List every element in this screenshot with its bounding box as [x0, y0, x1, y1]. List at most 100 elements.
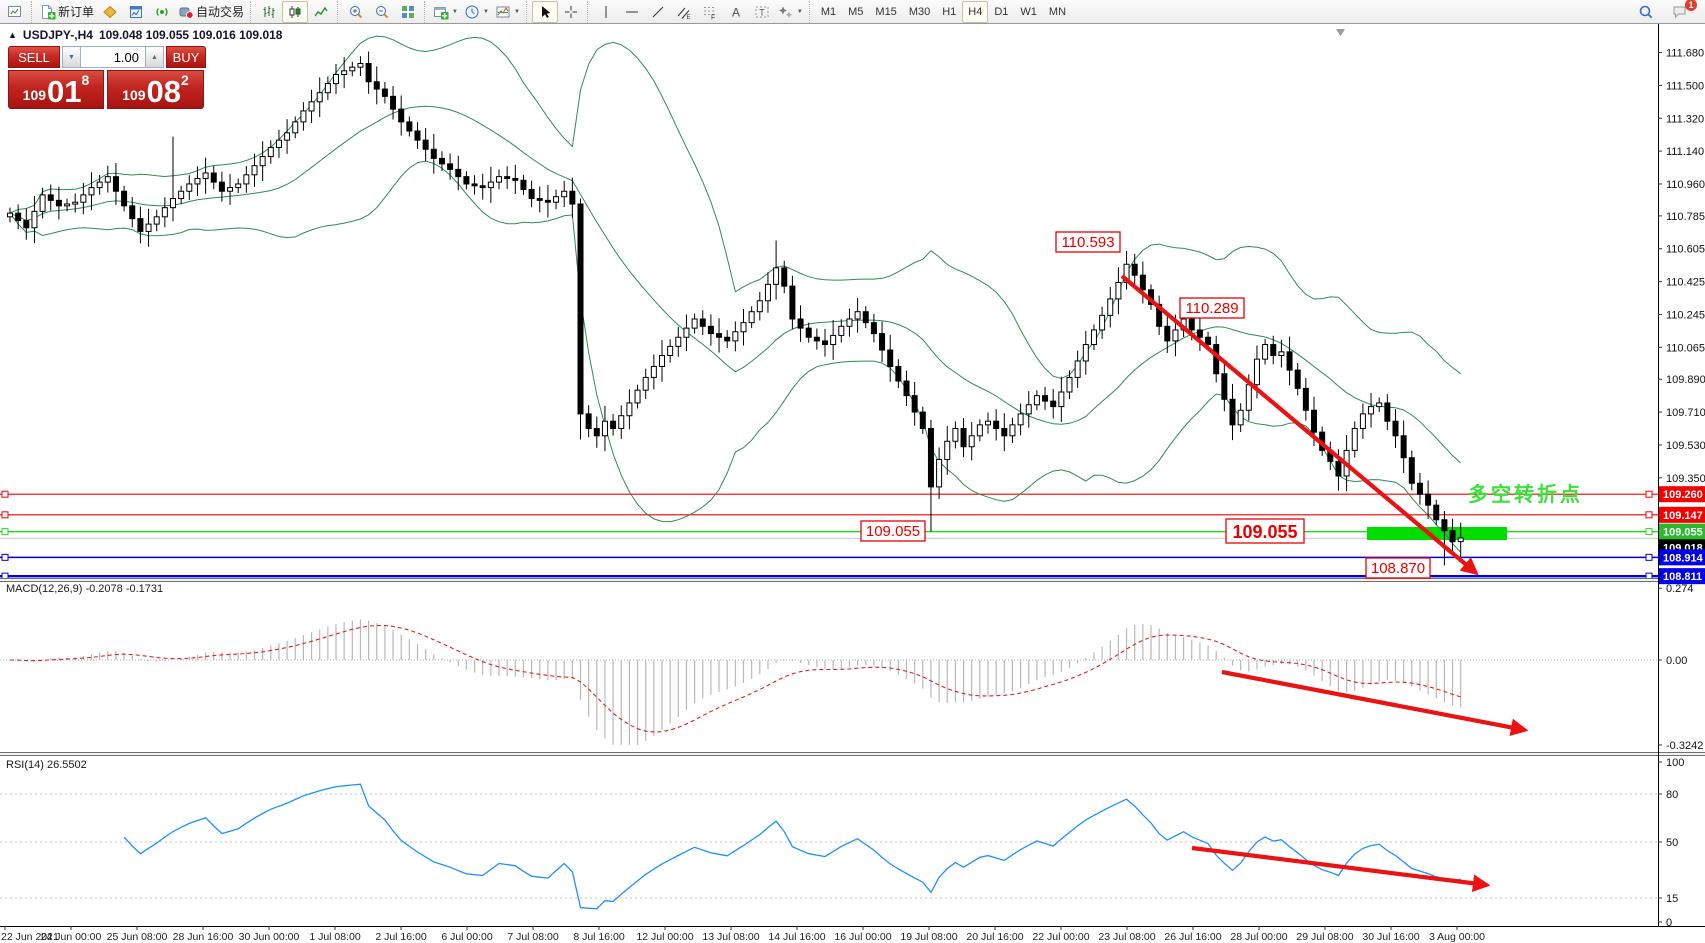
button-label: M1 — [820, 5, 837, 18]
svg-text:16 Jul 00:00: 16 Jul 00:00 — [834, 931, 891, 943]
svg-text:110.605: 110.605 — [1666, 244, 1705, 256]
volume-down-button[interactable]: ▼ — [62, 46, 81, 68]
new-chart-dropdown[interactable]: ▼ — [430, 1, 461, 23]
panel-separator[interactable] — [0, 752, 1705, 756]
text-icon: A — [728, 4, 744, 20]
text-button[interactable]: A — [723, 1, 749, 23]
search-button[interactable] — [1633, 1, 1659, 23]
tf-h4[interactable]: H4 — [962, 0, 989, 23]
price-tag-109.055[interactable]: 109.055 — [1225, 518, 1305, 544]
zoom-out-button[interactable] — [369, 1, 395, 23]
horizontal-line-icon — [624, 4, 640, 20]
new-order-button[interactable]: 新订单 — [37, 1, 97, 23]
cursor-button[interactable] — [531, 0, 558, 23]
line-anchor[interactable] — [1, 528, 9, 536]
profiles-button[interactable] — [97, 1, 123, 23]
volume-input[interactable] — [81, 46, 145, 68]
line-anchor[interactable] — [1645, 511, 1653, 519]
svg-text:22 Jun 2021: 22 Jun 2021 — [1, 931, 59, 943]
chart-shift-marker[interactable] — [1336, 29, 1345, 36]
button-label: H1 — [942, 5, 957, 18]
zoom-in-button[interactable] — [343, 1, 369, 23]
trend-arrow-1[interactable] — [1120, 274, 1479, 576]
main-toolbar: 新订单 自动交易 ▼ ▼ ▼ E F A T ▼ M1 M5 M15 M30 H1 H4 D1 W1 MN 1 — [0, 0, 1705, 24]
line-anchor[interactable] — [1, 511, 9, 519]
trendline-button[interactable] — [645, 1, 671, 23]
panel-separator[interactable] — [0, 578, 1705, 582]
chart-canvas[interactable]: 111.680 111.500 111.320 111.140 110.960 110.7… — [0, 24, 1705, 943]
tf-m15[interactable]: M15 — [869, 1, 902, 23]
tf-w1[interactable]: W1 — [1014, 1, 1043, 23]
line-anchor[interactable] — [1645, 528, 1653, 536]
candles-button[interactable] — [282, 0, 309, 23]
volume-up-button[interactable]: ▲ — [145, 46, 164, 68]
buy-price[interactable]: 109 08 2 — [107, 70, 204, 109]
line-anchor[interactable] — [1645, 553, 1653, 561]
one-click-trading-panel: SELL ▼ ▲ BUY 109 01 8 109 — [8, 46, 206, 109]
svg-text:24 Jun 00:00: 24 Jun 00:00 — [41, 931, 102, 943]
autotrading-button[interactable]: 自动交易 — [175, 1, 247, 23]
price-tag-110.593[interactable]: 110.593 — [1055, 231, 1121, 253]
tf-h1[interactable]: H1 — [936, 1, 962, 23]
price-tag-110.289[interactable]: 110.289 — [1179, 297, 1245, 319]
price-tag-108.870[interactable]: 108.870 — [1365, 557, 1431, 579]
line-anchor[interactable] — [1, 490, 9, 498]
arrows-icon — [778, 4, 794, 20]
svg-text:111.140: 111.140 — [1666, 146, 1704, 158]
svg-text:15: 15 — [1666, 893, 1678, 905]
tf-mn[interactable]: MN — [1043, 1, 1072, 23]
price-tag-109.055[interactable]: 109.055 — [860, 520, 926, 542]
svg-text:13 Jul 08:00: 13 Jul 08:00 — [702, 931, 759, 943]
crosshair-button[interactable] — [558, 1, 584, 23]
data-window-button[interactable] — [123, 1, 149, 23]
tf-d1[interactable]: D1 — [988, 1, 1014, 23]
svg-text:26 Jul 16:00: 26 Jul 16:00 — [1164, 931, 1221, 943]
arrows-dropdown[interactable]: ▼ — [775, 1, 806, 23]
periods-dropdown[interactable]: ▼ — [461, 1, 492, 23]
fibonacci-button[interactable]: F — [697, 1, 723, 23]
data-window-icon — [128, 4, 144, 20]
new-order-icon — [40, 4, 56, 20]
collapse-panel-icon[interactable]: ▲ — [8, 30, 17, 40]
button-label: M15 — [875, 5, 897, 18]
svg-text:20 Jul 16:00: 20 Jul 16:00 — [966, 931, 1023, 943]
svg-text:T: T — [759, 7, 765, 17]
chart-window-button[interactable] — [2, 1, 28, 23]
tf-m5[interactable]: M5 — [842, 1, 869, 23]
trendline-icon — [650, 4, 666, 20]
text-label-button[interactable]: T — [749, 1, 775, 23]
line-anchor[interactable] — [1645, 490, 1653, 498]
ohlc-values: 109.048 109.055 109.016 109.018 — [98, 28, 283, 42]
axis-price-label — [1659, 523, 1705, 540]
fibonacci-icon: F — [702, 4, 718, 20]
sell-button[interactable]: SELL — [8, 46, 60, 68]
bars-button[interactable] — [256, 1, 282, 23]
svg-text:50: 50 — [1666, 837, 1678, 849]
line-anchor[interactable] — [1, 553, 9, 561]
sell-price[interactable]: 109 01 8 — [8, 70, 104, 109]
candlestick-icon — [287, 4, 303, 20]
tf-m30[interactable]: M30 — [903, 1, 936, 23]
trend-arrow-3[interactable] — [1191, 845, 1491, 892]
vline-button[interactable] — [593, 1, 619, 23]
svg-text:109.055: 109.055 — [1663, 527, 1703, 539]
chart-window[interactable]: 111.680 111.500 111.320 111.140 110.960 110.7… — [0, 24, 1705, 943]
notifications-button[interactable]: 1 — [1667, 0, 1697, 23]
signals-button[interactable] — [149, 1, 175, 23]
chart-note-text[interactable]: 多空转折点 — [1468, 482, 1583, 506]
hline-button[interactable] — [619, 1, 645, 23]
buy-button[interactable]: BUY — [166, 46, 206, 68]
svg-text:25 Jun 08:00: 25 Jun 08:00 — [107, 931, 168, 943]
svg-text:30 Jun 00:00: 30 Jun 00:00 — [239, 931, 300, 943]
svg-text:8 Jul 16:00: 8 Jul 16:00 — [573, 931, 625, 943]
tile-windows-button[interactable] — [395, 1, 421, 23]
svg-text:109.055: 109.055 — [866, 523, 920, 540]
axis-price-label — [1659, 568, 1705, 585]
templates-dropdown[interactable]: ▼ — [492, 1, 523, 23]
trend-arrow-2[interactable] — [1221, 669, 1529, 737]
tf-m1[interactable]: M1 — [815, 1, 842, 23]
line-chart-button[interactable] — [308, 1, 334, 23]
channel-button[interactable]: E — [671, 1, 697, 23]
svg-text:109.350: 109.350 — [1666, 473, 1705, 485]
support-zone-rectangle[interactable] — [1367, 527, 1507, 540]
